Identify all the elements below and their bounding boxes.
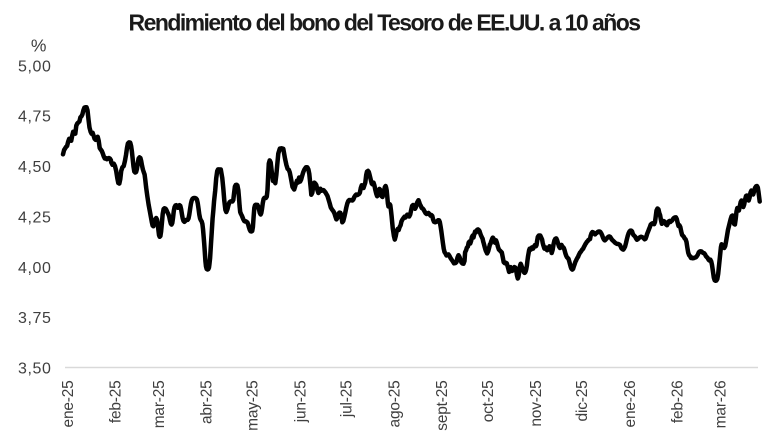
svg-text:3,75: 3,75: [18, 310, 52, 327]
svg-text:may-25: may-25: [245, 380, 262, 430]
svg-text:mar-25: mar-25: [151, 380, 168, 428]
svg-text:jun-25: jun-25: [292, 380, 309, 423]
svg-text:4,75: 4,75: [18, 109, 52, 126]
svg-text:ago-25: ago-25: [386, 380, 403, 427]
svg-text:mar-26: mar-26: [713, 380, 730, 428]
svg-text:ene-26: ene-26: [622, 380, 639, 427]
svg-text:Rendimiento del bono del Tesor: Rendimiento del bono del Tesoro de EE.UU…: [129, 10, 641, 36]
svg-text:nov-25: nov-25: [528, 380, 545, 426]
svg-text:dic-25: dic-25: [574, 380, 591, 421]
svg-text:abr-25: abr-25: [199, 380, 216, 424]
svg-text:4,50: 4,50: [18, 159, 52, 176]
svg-text:feb-26: feb-26: [670, 380, 687, 423]
svg-text:4,00: 4,00: [18, 260, 52, 277]
svg-text:%: %: [31, 36, 47, 56]
svg-text:feb-25: feb-25: [108, 380, 125, 423]
svg-text:ene-25: ene-25: [60, 380, 77, 427]
svg-text:5,00: 5,00: [18, 58, 52, 75]
svg-text:4,25: 4,25: [18, 209, 52, 226]
svg-text:3,50: 3,50: [18, 361, 52, 378]
svg-text:oct-25: oct-25: [480, 380, 497, 422]
svg-text:sept-25: sept-25: [434, 380, 451, 430]
svg-text:jul-25: jul-25: [339, 380, 356, 418]
